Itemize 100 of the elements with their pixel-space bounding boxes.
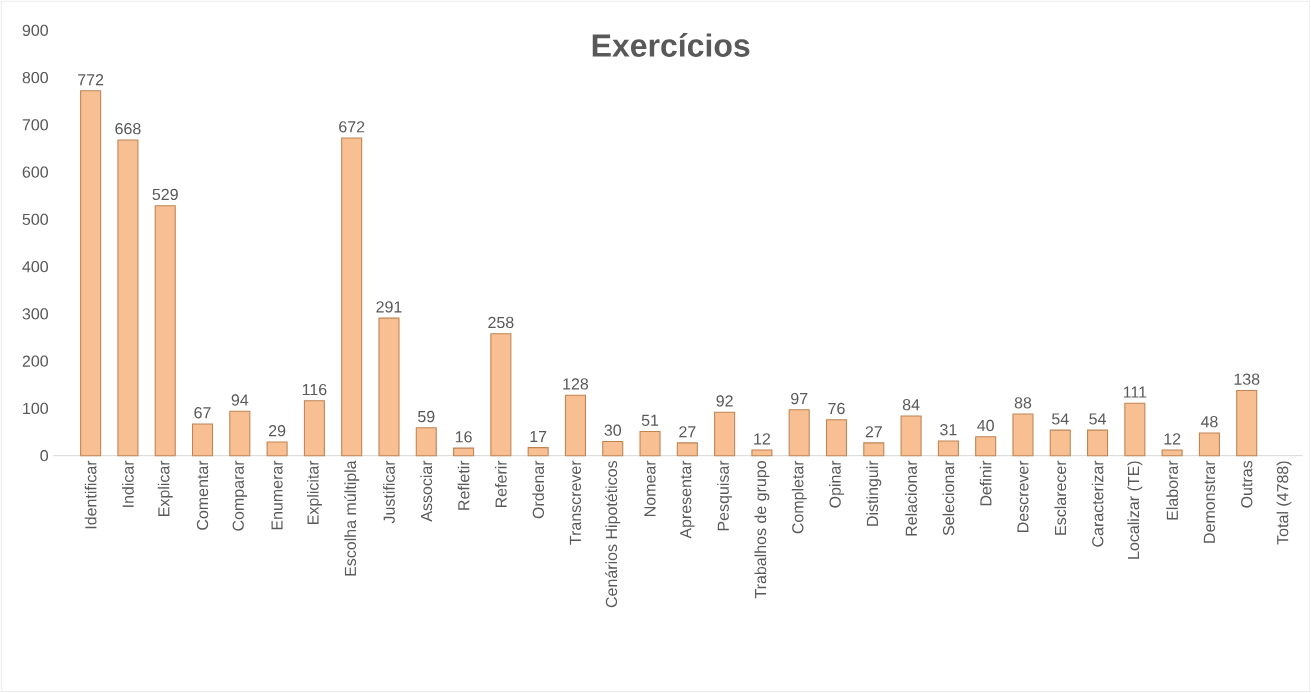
x-tick-label: Referir bbox=[495, 460, 507, 508]
x-tick-label: Selecionar bbox=[942, 460, 955, 536]
y-tick-label: 700 bbox=[22, 119, 49, 131]
bar bbox=[676, 442, 698, 457]
x-tick-label: Identificar bbox=[84, 460, 97, 529]
data-label: 51 bbox=[641, 414, 659, 426]
data-label: 17 bbox=[530, 431, 547, 443]
data-label: 128 bbox=[563, 378, 589, 390]
y-tick-label: 300 bbox=[22, 308, 49, 320]
data-label: 40 bbox=[977, 419, 994, 432]
data-label: 27 bbox=[679, 426, 696, 438]
data-label: 67 bbox=[194, 407, 211, 419]
bar bbox=[229, 410, 251, 457]
bar bbox=[602, 440, 624, 457]
x-tick-label: Associar bbox=[420, 460, 433, 522]
y-tick-label: 200 bbox=[22, 355, 49, 367]
bar bbox=[191, 423, 214, 457]
data-label: 668 bbox=[115, 123, 141, 135]
bar bbox=[564, 394, 586, 457]
x-tick-label: Indicar bbox=[122, 460, 134, 507]
bar bbox=[1087, 429, 1109, 457]
bar bbox=[527, 447, 549, 457]
bar bbox=[453, 447, 475, 457]
data-label: 97 bbox=[791, 392, 808, 405]
bar bbox=[154, 205, 176, 457]
x-tick-label: Comparar bbox=[232, 460, 248, 531]
bar bbox=[751, 449, 773, 457]
x-tick-label: Demonstrar bbox=[1203, 460, 1215, 543]
data-label: 772 bbox=[78, 74, 104, 86]
y-tick-label: 400 bbox=[22, 260, 49, 273]
bar bbox=[378, 317, 400, 457]
data-label: 48 bbox=[1200, 416, 1218, 428]
x-tick-label: Explicar bbox=[157, 460, 173, 516]
y-tick-label: 0 bbox=[40, 450, 49, 462]
bar bbox=[900, 415, 922, 457]
data-label: 672 bbox=[339, 121, 365, 133]
data-label: 92 bbox=[716, 395, 733, 407]
x-tick-label: Total (4788) bbox=[1276, 461, 1292, 545]
x-tick-label: Descrever bbox=[1017, 460, 1029, 532]
data-label: 116 bbox=[302, 383, 327, 396]
x-tick-label: Apresentar bbox=[680, 460, 695, 539]
x-tick-label: Trabalhos de grupo bbox=[754, 461, 770, 599]
data-label: 54 bbox=[1052, 413, 1069, 425]
data-label: 111 bbox=[1123, 386, 1147, 398]
bar bbox=[1198, 432, 1220, 457]
x-tick-label: Cenários Hipotéticos bbox=[605, 460, 621, 608]
data-label: 30 bbox=[604, 424, 622, 436]
bar bbox=[266, 441, 288, 457]
data-label: 16 bbox=[455, 431, 472, 443]
bar bbox=[937, 440, 959, 457]
x-tick-label: Opinar bbox=[829, 460, 844, 508]
data-label: 76 bbox=[828, 402, 845, 415]
x-tick-label: Comentar bbox=[196, 460, 209, 530]
data-label: 84 bbox=[902, 399, 920, 411]
bar bbox=[415, 427, 437, 457]
y-tick-label: 800 bbox=[22, 71, 49, 84]
y-tick-label: 900 bbox=[22, 24, 49, 36]
data-label: 27 bbox=[865, 426, 882, 438]
chart-title: Exercícios bbox=[592, 33, 750, 57]
bar bbox=[117, 139, 139, 457]
bar bbox=[788, 409, 810, 457]
x-tick-label: Transcrever bbox=[569, 460, 582, 545]
x-tick-label: Localizar (TE) bbox=[1127, 461, 1143, 559]
x-tick-label: Justificar bbox=[383, 460, 395, 524]
bar bbox=[303, 400, 325, 457]
x-tick-label: Pesquisar bbox=[717, 460, 733, 531]
data-label: 12 bbox=[754, 433, 770, 445]
data-label: 31 bbox=[940, 424, 957, 436]
x-tick-label: Caracterizar bbox=[1091, 460, 1104, 547]
x-tick-label: Completar bbox=[791, 460, 807, 534]
bar bbox=[1012, 413, 1034, 457]
data-label: 29 bbox=[269, 425, 286, 437]
data-label: 12 bbox=[1164, 433, 1181, 445]
x-tick-label: Explicitar bbox=[306, 460, 322, 524]
data-label: 59 bbox=[418, 410, 435, 423]
data-label: 54 bbox=[1089, 413, 1106, 425]
x-tick-label: Nomear bbox=[644, 460, 656, 516]
bar bbox=[1124, 402, 1146, 457]
x-tick-label: Relacionar bbox=[905, 460, 917, 536]
bar bbox=[825, 419, 848, 457]
x-tick-label: Definir bbox=[979, 460, 992, 506]
data-label: 88 bbox=[1014, 397, 1032, 409]
x-tick-label: Outras bbox=[1241, 460, 1253, 508]
x-tick-label: Distinguir bbox=[866, 460, 882, 526]
bar bbox=[341, 137, 363, 457]
data-label: 258 bbox=[488, 316, 514, 329]
x-tick-label: Enumerar bbox=[271, 460, 283, 530]
x-tick-label: Esclarecer bbox=[1054, 460, 1067, 535]
y-tick-label: 600 bbox=[22, 166, 49, 178]
bar bbox=[639, 431, 661, 457]
data-label: 138 bbox=[1234, 373, 1260, 385]
bar bbox=[80, 90, 102, 457]
bar bbox=[1236, 389, 1258, 457]
x-tick-label: Escolha múltipla bbox=[344, 460, 360, 576]
bar bbox=[714, 411, 736, 457]
bar bbox=[490, 333, 512, 457]
bar bbox=[1049, 429, 1071, 457]
bar bbox=[1161, 449, 1183, 457]
y-tick-label: 100 bbox=[23, 402, 49, 415]
data-label: 291 bbox=[376, 301, 402, 313]
